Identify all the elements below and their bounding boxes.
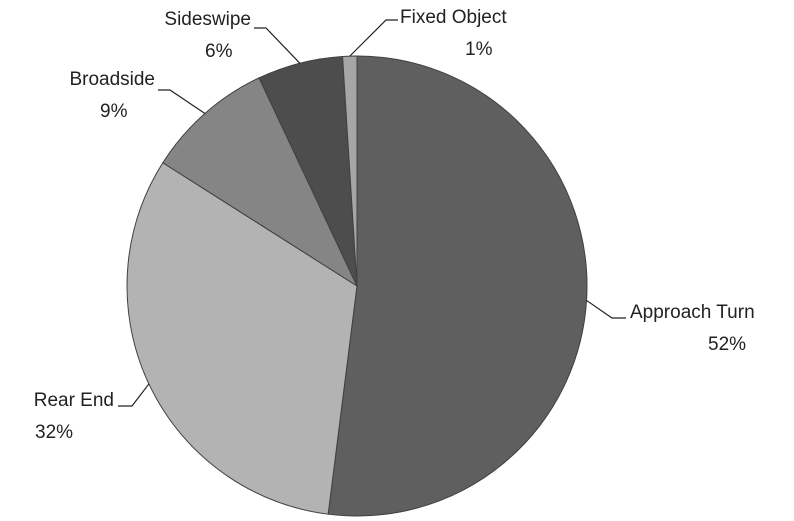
pie-slice [126,162,358,515]
leader-line [118,383,150,407]
pie-slice [342,55,358,287]
leader-line [254,27,301,64]
slice-label: Sideswipe [164,9,251,30]
pie-slice [327,55,588,517]
slice-label: Rear End [34,390,114,411]
leader-line [349,19,398,57]
slice-label: Fixed Object [400,7,507,28]
slice-label: Approach Turn [630,302,755,323]
slice-value-label: 9% [100,101,128,122]
slice-label: Broadside [69,69,155,90]
slice-value-label: 52% [708,334,746,355]
pie-slice [162,77,359,288]
slice-value-label: 1% [465,39,493,60]
leader-line [586,299,626,319]
leader-line [158,89,206,114]
slice-value-label: 32% [35,422,73,443]
slice-value-label: 6% [205,41,233,62]
